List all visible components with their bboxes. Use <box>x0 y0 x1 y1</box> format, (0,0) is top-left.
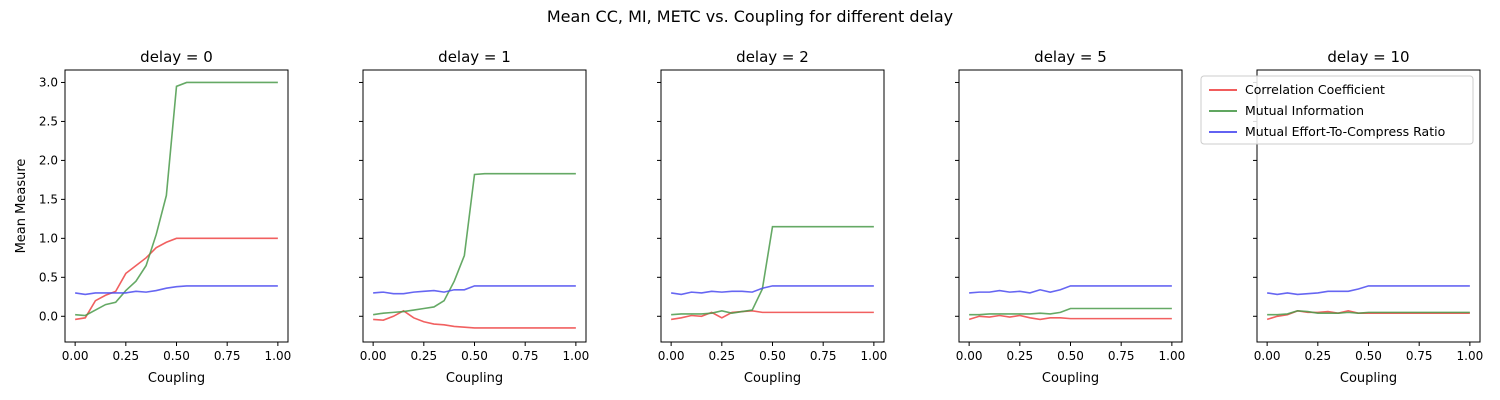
series-line-mutual-information <box>75 81 278 317</box>
x-tick-label: 0.25 <box>708 349 735 363</box>
x-axis-label: Coupling <box>148 371 205 386</box>
panels: 0.00 0.25 0.50 0.75 1.00 0.0 0.5 1.0 1.5 2.0 2.5 3.… <box>14 48 1483 386</box>
plot-frame <box>958 69 1183 343</box>
panel-title: delay = 1 <box>438 48 511 66</box>
y-tick-label: 0.5 <box>39 270 58 284</box>
x-tick-label: 0.75 <box>810 349 837 363</box>
x-axis-label: Coupling <box>1042 371 1099 386</box>
x-tick-label: 1.00 <box>1159 349 1186 363</box>
x-axis-label: Coupling <box>446 371 503 386</box>
x-tick-label: 0.25 <box>112 349 139 363</box>
series-line-mutual-information <box>671 225 874 316</box>
y-tick-label: 2.5 <box>39 114 58 128</box>
x-tick-label: 0.50 <box>461 349 488 363</box>
x-tick-label: 0.50 <box>759 349 786 363</box>
x-tick-label: 1.00 <box>861 349 888 363</box>
x-tick-label: 0.75 <box>214 349 241 363</box>
plot-frame <box>362 69 587 343</box>
x-tick-label: 0.75 <box>512 349 539 363</box>
legend: Correlation Coefficient Mutual Informatio… <box>1200 75 1474 145</box>
series-line-correlation-coefficient <box>968 314 1172 321</box>
x-tick-label: 0.00 <box>62 349 89 363</box>
x-tick-label: 0.25 <box>1006 349 1033 363</box>
panel-0: 0.00 0.25 0.50 0.75 1.00 0.0 0.5 1.0 1.5 2.0 2.5 3.… <box>14 48 291 386</box>
legend-label: Mutual Effort-To-Compress Ratio <box>1245 124 1445 139</box>
x-tick-label: 0.75 <box>1406 349 1433 363</box>
series-line-correlation-coefficient <box>671 310 874 321</box>
series-line-mutual-effort-to-compress-ratio <box>373 285 576 295</box>
panel-title: delay = 0 <box>140 48 213 66</box>
y-axis-label: Mean Measure <box>14 159 29 254</box>
x-axis-label: Coupling <box>744 371 801 386</box>
series-line-mutual-effort-to-compress-ratio <box>969 285 1172 294</box>
x-tick-label: 0.00 <box>360 349 387 363</box>
panel-title: delay = 5 <box>1034 48 1107 66</box>
panel-title: delay = 2 <box>736 48 809 66</box>
legend-box <box>1200 75 1474 145</box>
series-line-mutual-information <box>373 172 576 316</box>
y-tick-label: 2.0 <box>39 153 58 167</box>
y-tick-label: 0.0 <box>39 309 58 323</box>
series-line-mutual-effort-to-compress-ratio <box>75 285 278 296</box>
figure-title: Mean CC, MI, METC vs. Coupling for diffe… <box>547 7 953 26</box>
panel-4: 0.00 0.25 0.50 0.75 1.00 delay = 10 Coupling <box>1253 48 1483 386</box>
x-tick-label: 1.00 <box>265 349 292 363</box>
x-tick-label: 0.75 <box>1108 349 1135 363</box>
x-tick-label: 0.25 <box>1304 349 1331 363</box>
y-tick-label: 3.0 <box>39 75 58 89</box>
x-tick-label: 0.00 <box>956 349 983 363</box>
x-tick-label: 0.50 <box>163 349 190 363</box>
x-tick-label: 1.00 <box>1457 349 1484 363</box>
x-tick-label: 0.00 <box>1254 349 1281 363</box>
x-tick-label: 0.25 <box>410 349 437 363</box>
plot-frame <box>64 69 289 343</box>
series-line-correlation-coefficient <box>373 309 576 329</box>
series-line-mutual-effort-to-compress-ratio <box>1267 285 1470 296</box>
series-line-correlation-coefficient <box>75 237 278 321</box>
legend-label: Mutual Information <box>1245 103 1364 118</box>
plot-frame <box>660 69 885 343</box>
y-tick-label: 1.0 <box>39 231 58 245</box>
series-line-mutual-information <box>969 307 1172 316</box>
panel-title: delay = 10 <box>1327 48 1409 66</box>
panel-2: 0.00 0.25 0.50 0.75 1.00 delay = 2 Coupling <box>657 48 887 386</box>
x-tick-label: 0.50 <box>1355 349 1382 363</box>
series-line-mutual-effort-to-compress-ratio <box>671 285 874 296</box>
panel-1: 0.00 0.25 0.50 0.75 1.00 delay = 1 Coupling <box>359 48 589 386</box>
x-tick-label: 0.50 <box>1057 349 1084 363</box>
series-line-mutual-information <box>1267 310 1470 316</box>
x-tick-label: 0.00 <box>658 349 685 363</box>
legend-label: Correlation Coefficient <box>1245 82 1385 97</box>
x-tick-label: 1.00 <box>563 349 590 363</box>
y-tick-label: 1.5 <box>39 192 58 206</box>
x-axis-label: Coupling <box>1340 371 1397 386</box>
panel-3: 0.00 0.25 0.50 0.75 1.00 delay = 5 Coupling <box>955 48 1185 386</box>
